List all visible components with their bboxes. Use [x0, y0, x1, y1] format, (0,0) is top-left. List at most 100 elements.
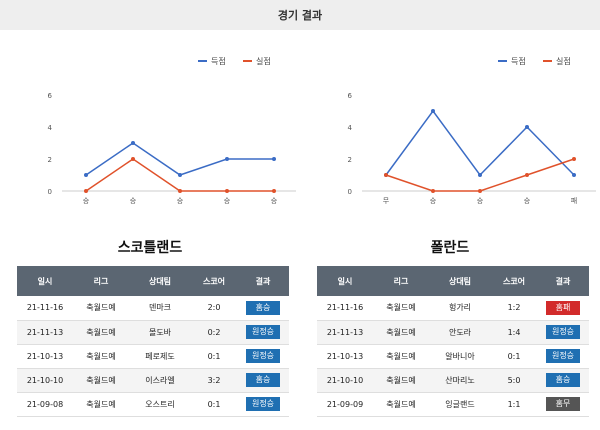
table-row: 21-10-10 축월드예 이스라엘 3:2 홈승	[17, 368, 289, 393]
cell-score: 0:1	[491, 344, 537, 369]
cell-result: 홈승	[237, 368, 289, 393]
cell-score: 0:1	[191, 392, 237, 417]
cell-date: 21-09-09	[317, 392, 373, 417]
col-header-result: 결과	[237, 266, 289, 296]
table-row: 21-11-13 축월드예 안도라 1:4 원정승	[317, 320, 589, 345]
cell-result: 홈승	[237, 296, 289, 321]
x-tick-label: 승	[271, 197, 278, 205]
col-header-league: 리그	[73, 266, 129, 296]
cell-result: 홈무	[537, 392, 589, 417]
team-panel-right: 득점 실점 0 2 4 6 무 승 승 승 패 폴란드 일시 리그 상대팀 스코어 결과 21-11…	[300, 30, 600, 430]
x-tick-label: 무	[383, 197, 390, 205]
series-conceded-point	[84, 189, 88, 193]
series-scored-point	[431, 109, 435, 113]
cell-score: 1:4	[491, 320, 537, 345]
y-tick-label: 0	[48, 188, 52, 196]
results-table-right: 일시 리그 상대팀 스코어 결과 21-11-16 축월드예 헝가리 1:2 홈패 21-…	[317, 266, 589, 417]
cell-result: 원정승	[237, 392, 289, 417]
goals-chart-left: 득점 실점 0 2 4 6 승 승 승 승 승	[48, 56, 296, 205]
cell-league: 축월드예	[73, 320, 129, 345]
x-tick-label: 승	[524, 197, 531, 205]
x-tick-label: 승	[477, 197, 484, 205]
cell-date: 21-11-13	[17, 320, 73, 345]
cell-opponent: 잉글랜드	[429, 392, 491, 417]
cell-opponent: 덴마크	[129, 296, 191, 321]
cell-date: 21-10-13	[317, 344, 373, 369]
table-header-row: 일시 리그 상대팀 스코어 결과	[317, 266, 589, 296]
table-row: 21-11-13 축월드예 몰도바 0:2 원정승	[17, 320, 289, 345]
x-tick-label: 승	[430, 197, 437, 205]
cell-date: 21-10-13	[17, 344, 73, 369]
x-tick-label: 승	[224, 197, 231, 205]
team-name-left: 스코틀랜드	[117, 240, 183, 256]
table-row: 21-11-16 축월드예 헝가리 1:2 홈패	[317, 296, 589, 321]
col-header-date: 일시	[317, 266, 373, 296]
x-tick-label: 승	[130, 197, 137, 205]
team-panel-left: 득점 실점 0 2 4 6 승 승 승 승 승 스코틀랜드 일시 리그 상대팀 스코어 결과 21-…	[0, 30, 300, 430]
y-tick-label: 2	[348, 156, 352, 164]
y-tick-label: 2	[48, 156, 52, 164]
header-bar: 경기 결과	[0, 0, 600, 30]
y-tick-label: 0	[348, 188, 352, 196]
series-scored-point	[225, 157, 229, 161]
table-row: 21-10-13 축월드예 알바니아 0:1 원정승	[317, 344, 589, 369]
series-scored-point	[572, 173, 576, 177]
cell-result: 홈승	[537, 368, 589, 393]
cell-score: 2:0	[191, 296, 237, 321]
result-badge: 홈승	[246, 373, 280, 387]
page-title: 경기 결과	[277, 9, 323, 22]
cell-opponent: 알바니아	[429, 344, 491, 369]
cell-league: 축월드예	[73, 344, 129, 369]
legend-scored-label: 득점	[211, 56, 226, 66]
cell-league: 축월드예	[373, 320, 429, 345]
goals-chart-right: 득점 실점 0 2 4 6 무 승 승 승 패	[348, 56, 596, 205]
cell-league: 축월드예	[373, 296, 429, 321]
result-badge: 원정승	[246, 325, 280, 339]
cell-opponent: 헝가리	[429, 296, 491, 321]
col-header-opponent: 상대팀	[129, 266, 191, 296]
series-scored-point	[478, 173, 482, 177]
series-conceded-point	[478, 189, 482, 193]
cell-league: 축월드예	[373, 392, 429, 417]
cell-opponent: 오스트리	[129, 392, 191, 417]
cell-result: 원정승	[237, 320, 289, 345]
series-scored-point	[131, 141, 135, 145]
results-table-left: 일시 리그 상대팀 스코어 결과 21-11-16 축월드예 덴마크 2:0 홈승 21-…	[17, 266, 289, 417]
result-badge: 홈승	[246, 300, 280, 315]
cell-date: 21-11-13	[317, 320, 373, 345]
team-name-right: 폴란드	[430, 240, 470, 256]
cell-score: 0:1	[191, 344, 237, 369]
col-header-score: 스코어	[191, 266, 237, 296]
table-row: 21-10-10 축월드예 산마리노 5:0 홈승	[317, 368, 589, 393]
col-header-score: 스코어	[491, 266, 537, 296]
cell-opponent: 안도라	[429, 320, 491, 345]
y-tick-label: 4	[48, 124, 53, 132]
table-row: 21-10-13 축월드예 페로제도 0:1 원정승	[17, 344, 289, 369]
series-scored-point	[272, 157, 276, 161]
cell-score: 1:2	[491, 296, 537, 321]
series-conceded-point	[131, 157, 135, 161]
x-tick-label: 승	[177, 197, 184, 205]
col-header-result: 결과	[537, 266, 589, 296]
x-tick-label: 패	[571, 196, 577, 205]
result-badge: 원정승	[546, 349, 580, 363]
cell-date: 21-11-16	[17, 296, 73, 321]
series-conceded-point	[384, 173, 388, 177]
cell-result: 원정승	[237, 344, 289, 369]
table-header-row: 일시 리그 상대팀 스코어 결과	[17, 266, 289, 296]
result-badge: 원정승	[246, 397, 280, 411]
series-scored-point	[84, 173, 88, 177]
col-header-opponent: 상대팀	[429, 266, 491, 296]
result-badge: 홈패	[546, 300, 580, 315]
cell-date: 21-11-16	[317, 296, 373, 321]
series-conceded-point	[572, 157, 576, 161]
series-conceded-point	[178, 189, 182, 193]
cell-score: 1:1	[491, 392, 537, 417]
cell-score: 5:0	[491, 368, 537, 393]
cell-league: 축월드예	[373, 344, 429, 369]
col-header-date: 일시	[17, 266, 73, 296]
y-tick-label: 6	[48, 92, 53, 100]
result-badge: 원정승	[246, 349, 280, 363]
series-scored-line	[385, 109, 575, 177]
series-conceded-point	[525, 173, 529, 177]
